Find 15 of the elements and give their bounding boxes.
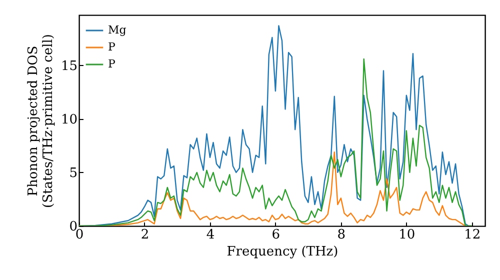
y-tick-label: 5 bbox=[69, 166, 78, 181]
legend-label: P bbox=[108, 40, 116, 54]
y-axis-title: Phonon projected DOS (States/THz·primitive cell) bbox=[26, 34, 56, 208]
legend-label: P bbox=[108, 58, 116, 70]
x-tick-label: 8 bbox=[337, 228, 346, 242]
line-series bbox=[79, 58, 473, 226]
x-tick-label: 12 bbox=[464, 228, 481, 242]
x-tick-label: 4 bbox=[206, 228, 215, 242]
x-tick-label: 6 bbox=[272, 228, 280, 242]
x-tick-label: 2 bbox=[140, 228, 150, 242]
x-axis-title: Frequency (THz) bbox=[226, 244, 338, 260]
y-tick-label: 15 bbox=[60, 58, 78, 74]
y-tick-label: 10 bbox=[60, 112, 78, 128]
legend-label: Mg bbox=[108, 24, 126, 36]
x-tick-label: 10 bbox=[398, 228, 416, 242]
